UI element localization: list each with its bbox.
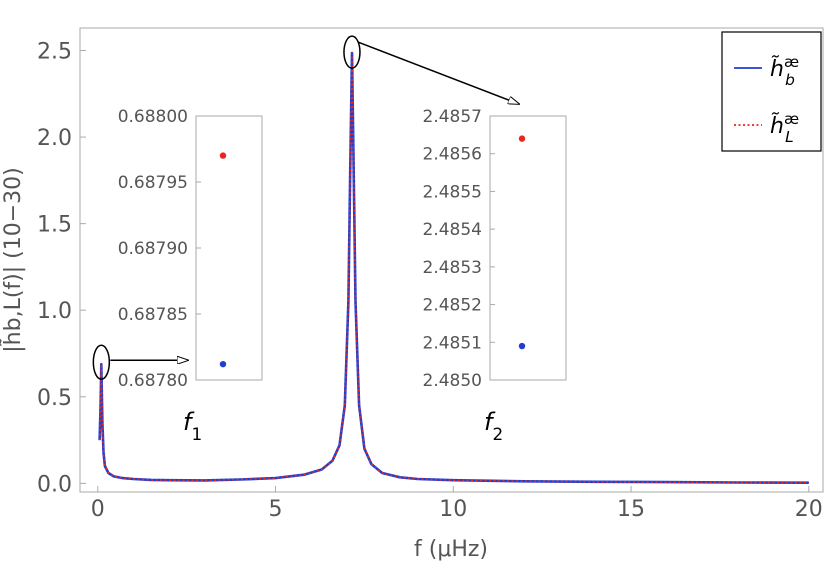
inset-tick-label: 0.68785 bbox=[118, 305, 188, 325]
inset-tick-label: 2.4855 bbox=[423, 182, 482, 202]
inset-point bbox=[219, 360, 227, 368]
legend-box bbox=[721, 31, 822, 152]
peak-f2-ellipse bbox=[343, 35, 361, 69]
inset-2: 2.4850 2.4851 2.4852 2.4853 2.4854 2.4855 2.48… bbox=[423, 107, 567, 444]
y-axis-label: |h̃b,L(f)| (10−30) bbox=[0, 167, 26, 352]
x-axis-label: f (μHz) bbox=[414, 537, 488, 562]
inset-tick-label: 2.4857 bbox=[423, 107, 482, 127]
curves bbox=[98, 51, 809, 485]
y-tick-label: 2.5 bbox=[37, 40, 72, 65]
y-tick-label: 2.0 bbox=[37, 126, 72, 151]
inset-frame bbox=[195, 115, 263, 381]
inset-tick-label: 2.4853 bbox=[423, 258, 482, 278]
inset-point bbox=[219, 152, 227, 159]
inset-point bbox=[518, 342, 526, 350]
x-tick-label: 5 bbox=[269, 497, 283, 522]
legend-entry: h̃æ L bbox=[734, 110, 799, 146]
y-tick-label: 0.0 bbox=[37, 472, 72, 497]
inset-tick-label: 2.4856 bbox=[423, 145, 482, 165]
y-tick-label: 0.5 bbox=[37, 386, 72, 411]
inset-label: f2 bbox=[484, 408, 503, 444]
peak-f1-ellipse bbox=[92, 344, 111, 380]
inset-tick-label: 2.4850 bbox=[423, 371, 482, 391]
inset-tick-label: 2.4854 bbox=[423, 220, 482, 240]
inset-tick-label: 2.4851 bbox=[423, 333, 482, 353]
annotations bbox=[92, 35, 519, 380]
inset-tick-label: 0.68800 bbox=[118, 107, 188, 127]
x-axis: 0 5 10 15 20 bbox=[91, 486, 823, 522]
peak-f2-arrow bbox=[357, 41, 519, 104]
series-hL-line bbox=[98, 53, 809, 484]
legend-label: h̃æ L bbox=[770, 110, 799, 146]
inset-label: f1 bbox=[183, 408, 202, 444]
legend: h̃æ b h̃æ L bbox=[721, 31, 822, 152]
inset-tick-label: 0.68790 bbox=[118, 239, 188, 259]
x-tick-label: 10 bbox=[439, 497, 467, 522]
inset-frame bbox=[489, 115, 567, 381]
y-tick-label: 1.5 bbox=[37, 213, 72, 238]
x-tick-label: 0 bbox=[91, 497, 105, 522]
x-tick-label: 15 bbox=[617, 497, 645, 522]
inset-point bbox=[518, 135, 526, 142]
inset-1: 0.68780 0.68785 0.68790 0.68795 0.68800 f1 bbox=[118, 107, 263, 444]
inset-tick-label: 0.68780 bbox=[118, 371, 188, 391]
x-tick-label: 20 bbox=[795, 497, 823, 522]
y-tick-label: 1.0 bbox=[37, 299, 72, 324]
inset-tick-label: 2.4852 bbox=[423, 296, 482, 316]
legend-entry: h̃æ b bbox=[734, 53, 799, 89]
inset-tick-label: 0.68795 bbox=[118, 173, 188, 193]
y-axis: 0.0 0.5 1.0 1.5 2.0 2.5 bbox=[37, 40, 86, 497]
insets: 0.68780 0.68785 0.68790 0.68795 0.68800 f1 2.4… bbox=[118, 107, 567, 444]
legend-label: h̃æ b bbox=[770, 53, 799, 89]
plot-frame bbox=[79, 27, 824, 493]
